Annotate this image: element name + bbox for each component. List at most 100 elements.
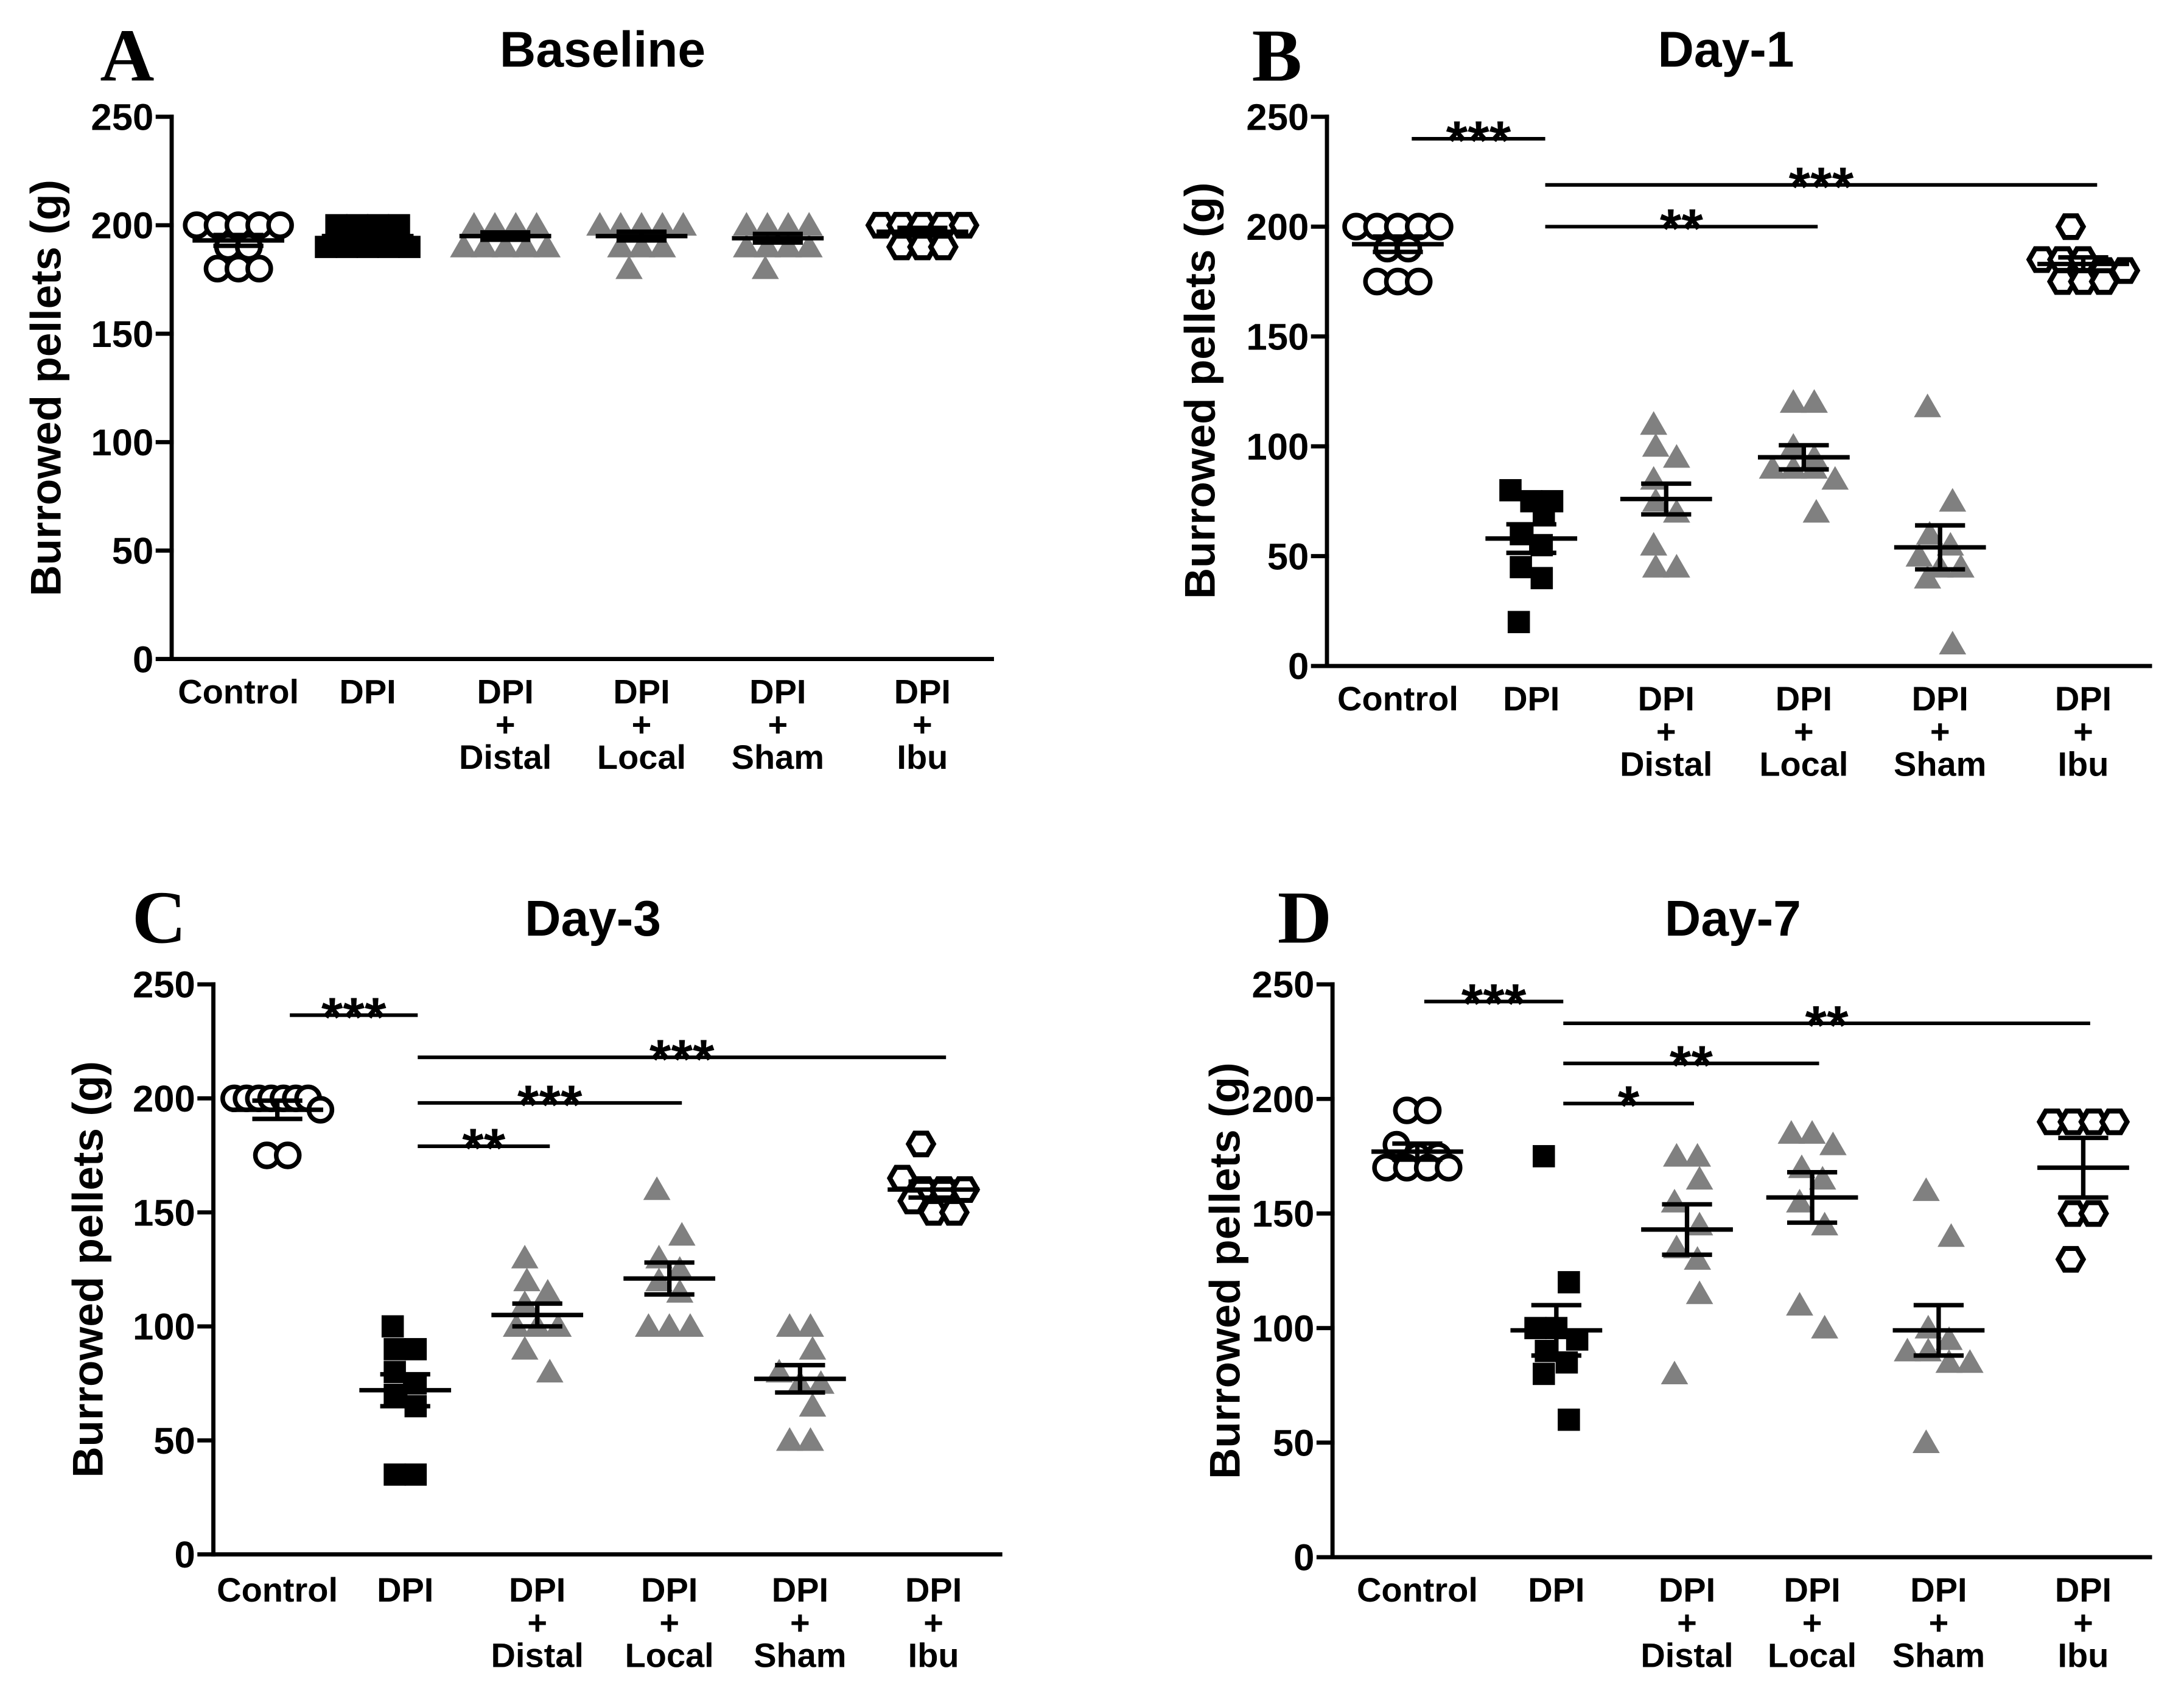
data-group: DPI+Ibu: [865, 212, 980, 776]
data-point: [628, 233, 656, 257]
data-point: [1935, 1349, 1963, 1373]
data-point: [1939, 631, 1967, 655]
significance-label: ***: [1789, 156, 1854, 218]
x-tick-label: +: [768, 705, 788, 743]
data-point: [754, 233, 782, 257]
data-point: [1663, 1143, 1690, 1167]
y-tick-label: 100: [1252, 1308, 1315, 1350]
data-point: [2099, 1108, 2130, 1135]
x-tick-label: DPI: [477, 673, 534, 711]
y-tick-label: 0: [175, 1534, 195, 1576]
x-tick-label: DPI: [1659, 1571, 1715, 1609]
x-tick-label: +: [1677, 1603, 1697, 1642]
y-tick-label: 100: [133, 1306, 195, 1348]
x-tick-label: +: [923, 1603, 943, 1642]
data-point: [666, 1279, 694, 1303]
data-point: [774, 233, 802, 257]
data-point: [607, 233, 635, 257]
y-tick-label: 0: [1293, 1537, 1314, 1579]
x-tick-label: DPI: [749, 673, 806, 711]
y-axis-label: Burrowed pellets (g): [64, 1061, 112, 1477]
data-point: [1499, 479, 1522, 502]
y-tick-label: 50: [1273, 1423, 1315, 1465]
chart-title: Day-1: [1658, 23, 1794, 78]
data-point: [1533, 501, 1555, 524]
x-tick-label: DPI: [509, 1571, 565, 1609]
y-tick-label: 100: [91, 422, 153, 464]
data-group: DPI+Local: [1766, 1120, 1858, 1674]
x-tick-label: Local: [597, 738, 686, 776]
data-point: [807, 1370, 835, 1394]
data-group: Control: [1337, 212, 1458, 718]
data-point: [586, 212, 614, 236]
data-point: [1663, 1235, 1690, 1259]
data-point: [1808, 1166, 1836, 1190]
y-tick-label: 200: [133, 1078, 195, 1120]
data-point: [1819, 1131, 1847, 1155]
data-point: [1947, 553, 1975, 578]
data-point: [383, 1463, 406, 1486]
data-point: [799, 1336, 827, 1360]
significance-label: **: [1670, 1034, 1713, 1096]
x-tick-label: Local: [1768, 1636, 1857, 1674]
x-tick-label: DPI: [1912, 679, 1969, 718]
data-point: [2078, 1108, 2109, 1135]
data-point: [450, 233, 478, 257]
data-point: [797, 1427, 824, 1451]
data-group: DPI: [1510, 1145, 1603, 1609]
data-point: [381, 1315, 404, 1338]
x-tick-label: DPI: [2055, 679, 2112, 718]
data-group: DPI+Distal: [450, 212, 561, 776]
data-point: [1786, 1188, 1813, 1213]
x-tick-label: DPI: [905, 1571, 962, 1609]
data-point: [533, 233, 561, 257]
data-group: DPI+Local: [623, 1176, 716, 1674]
x-tick-label: +: [790, 1603, 810, 1642]
data-point: [733, 233, 760, 257]
data-point: [676, 1313, 704, 1337]
y-axis-label: Burrowed pellets (g): [1176, 183, 1224, 599]
data-point: [2057, 1108, 2088, 1135]
data-point: [1935, 1326, 1963, 1350]
panel-d: D Day-7 Burrowed pellets (g) 0 50 100 150 200 25…: [1202, 876, 2152, 1674]
data-point: [775, 1313, 803, 1337]
panel-b: B Day-1 Burrowed pellets (g) 0 50 100 150 200 25…: [1176, 13, 2152, 783]
data-point: [1684, 1246, 1712, 1270]
data-point: [1510, 523, 1532, 545]
data-point: [2088, 268, 2120, 295]
data-point: [1779, 455, 1807, 479]
data-point: [733, 212, 760, 236]
data-point: [1685, 1211, 1713, 1236]
y-tick-label: 250: [1252, 964, 1315, 1006]
data-point: [1510, 556, 1532, 578]
data-point: [799, 1393, 827, 1417]
data-point: [1533, 1145, 1555, 1168]
data-point: [1912, 1429, 1940, 1453]
x-tick-label: +: [632, 705, 652, 743]
data-group: DPI+Distal: [491, 1244, 584, 1674]
data-point: [1939, 488, 1967, 512]
data-point: [1685, 1166, 1713, 1190]
data-point: [2055, 1245, 2087, 1273]
significance-label: ***: [517, 1074, 583, 1136]
data-point: [404, 1338, 427, 1361]
panel-letter: C: [132, 876, 186, 959]
data-point: [245, 254, 273, 282]
data-point: [1661, 1188, 1689, 1213]
x-tick-label: Ibu: [908, 1636, 959, 1674]
data-point: [1914, 393, 1942, 418]
panel-a: A Baseline Burrowed pellets (g) 0 50 100 150 20…: [23, 13, 994, 776]
x-tick-label: +: [495, 705, 516, 743]
data-point: [502, 212, 530, 236]
data-point: [1663, 553, 1690, 578]
x-tick-label: Control: [217, 1571, 338, 1609]
data-point: [774, 212, 802, 236]
data-point: [266, 211, 294, 239]
data-group: DPI+Sham: [1894, 393, 1986, 783]
x-tick-label: DPI: [1638, 679, 1695, 718]
data-group: Control: [217, 1084, 338, 1609]
x-tick-label: +: [659, 1603, 679, 1642]
data-point: [536, 1359, 564, 1382]
significance-label: *: [1618, 1074, 1640, 1137]
significance-label: ***: [649, 1028, 715, 1090]
